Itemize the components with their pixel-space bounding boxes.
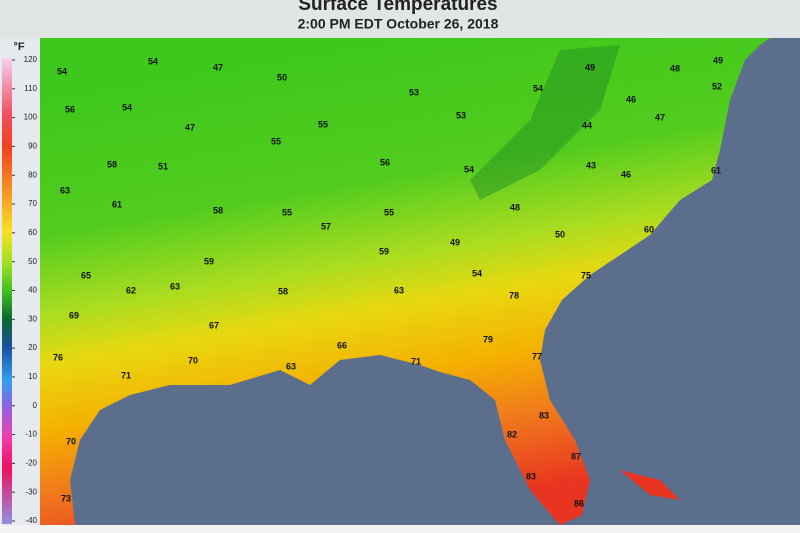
station-temperature: 71 bbox=[411, 356, 421, 366]
legend-tick-label: -40 bbox=[25, 516, 37, 525]
station-temperature: 61 bbox=[711, 165, 721, 175]
legend-tick-label: 110 bbox=[24, 84, 37, 93]
station-temperature: 50 bbox=[555, 229, 565, 239]
station-temperature: 48 bbox=[670, 63, 680, 73]
legend-unit: °F bbox=[13, 41, 24, 53]
title: Surface Temperatures bbox=[298, 0, 497, 15]
station-temperature: 44 bbox=[582, 120, 592, 130]
legend-tick-label: 0 bbox=[33, 401, 38, 410]
island bbox=[620, 470, 680, 500]
station-temperature: 61 bbox=[112, 199, 122, 209]
station-temperature: 86 bbox=[574, 498, 584, 508]
station-temperature: 75 bbox=[581, 270, 591, 280]
station-temperature: 50 bbox=[277, 72, 287, 82]
station-temperature: 79 bbox=[483, 334, 493, 344]
station-temperature: 54 bbox=[122, 102, 132, 112]
station-temperature: 82 bbox=[507, 429, 517, 439]
station-temperature: 77 bbox=[532, 351, 542, 361]
station-temperature: 58 bbox=[213, 205, 223, 215]
station-temperature: 43 bbox=[586, 160, 596, 170]
legend-tick-label: 100 bbox=[24, 113, 38, 122]
station-temperature: 54 bbox=[472, 268, 482, 278]
footer-band bbox=[0, 525, 800, 533]
station-temperature: 66 bbox=[337, 340, 347, 350]
station-temperature: 59 bbox=[204, 256, 214, 266]
station-temperature: 55 bbox=[271, 136, 281, 146]
legend-tick-label: -30 bbox=[25, 487, 37, 496]
legend-tick-label: 30 bbox=[28, 314, 37, 323]
station-temperature: 56 bbox=[65, 104, 75, 114]
legend-tick-label: -20 bbox=[25, 458, 37, 467]
station-temperature: 51 bbox=[158, 161, 168, 171]
station-temperature: 58 bbox=[278, 286, 288, 296]
station-temperature: 49 bbox=[450, 237, 460, 247]
color-scale bbox=[2, 58, 12, 524]
header-band bbox=[0, 0, 800, 38]
station-temperature: 67 bbox=[209, 320, 219, 330]
station-temperature: 63 bbox=[394, 285, 404, 295]
station-temperature: 62 bbox=[126, 285, 136, 295]
station-temperature: 58 bbox=[107, 159, 117, 169]
legend-tick-label: 120 bbox=[24, 55, 38, 64]
station-temperature: 47 bbox=[655, 112, 665, 122]
station-temperature: 47 bbox=[213, 62, 223, 72]
legend-tick-label: 60 bbox=[28, 228, 37, 237]
station-temperature: 76 bbox=[53, 352, 63, 362]
station-temperature: 54 bbox=[57, 66, 67, 76]
station-temperature: 87 bbox=[571, 451, 581, 461]
station-temperature: 63 bbox=[60, 185, 70, 195]
legend-tick-label: 40 bbox=[28, 286, 37, 295]
station-temperature: 53 bbox=[456, 110, 466, 120]
station-temperature: 60 bbox=[644, 224, 654, 234]
legend-tick-label: -10 bbox=[25, 430, 37, 439]
legend-tick-label: 90 bbox=[28, 142, 37, 151]
station-temperature: 73 bbox=[61, 493, 71, 503]
station-temperature: 46 bbox=[621, 169, 631, 179]
legend-tick-label: 80 bbox=[28, 170, 37, 179]
station-temperature: 71 bbox=[121, 370, 131, 380]
station-temperature: 63 bbox=[170, 281, 180, 291]
station-temperature: 46 bbox=[626, 94, 636, 104]
station-temperature: 47 bbox=[185, 122, 195, 132]
station-temperature: 70 bbox=[66, 436, 76, 446]
legend-tick-label: 20 bbox=[28, 343, 37, 352]
station-temperature: 55 bbox=[318, 119, 328, 129]
land bbox=[40, 38, 770, 525]
station-temperature: 55 bbox=[384, 207, 394, 217]
station-temperature: 54 bbox=[464, 164, 474, 174]
legend-tick-label: 70 bbox=[28, 199, 37, 208]
station-temperature: 78 bbox=[509, 290, 519, 300]
station-temperature: 55 bbox=[282, 207, 292, 217]
station-temperature: 49 bbox=[713, 55, 723, 65]
station-temperature: 59 bbox=[379, 246, 389, 256]
station-temperature: 49 bbox=[585, 62, 595, 72]
station-temperature: 69 bbox=[69, 310, 79, 320]
station-temperature: 70 bbox=[188, 355, 198, 365]
station-temperature: 63 bbox=[286, 361, 296, 371]
station-temperature: 54 bbox=[148, 56, 158, 66]
mountain-shade bbox=[470, 45, 620, 200]
station-temperature: 52 bbox=[712, 81, 722, 91]
station-temperature: 83 bbox=[526, 471, 536, 481]
station-temperature: 48 bbox=[510, 202, 520, 212]
subtitle: 2:00 PM EDT October 26, 2018 bbox=[298, 16, 499, 32]
station-temperature: 53 bbox=[409, 87, 419, 97]
legend-tick-label: 50 bbox=[28, 257, 37, 266]
station-temperature: 83 bbox=[539, 410, 549, 420]
station-temperature: 57 bbox=[321, 221, 331, 231]
station-temperature: 54 bbox=[533, 83, 543, 93]
station-temperature: 56 bbox=[380, 157, 390, 167]
legend-tick-label: 10 bbox=[28, 372, 37, 381]
station-temperature: 65 bbox=[81, 270, 91, 280]
